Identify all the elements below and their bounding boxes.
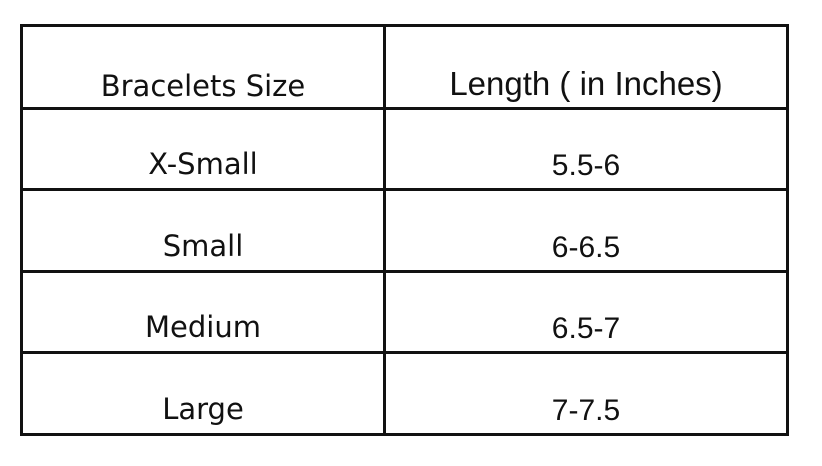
- length-cell: 5.5-6: [551, 149, 621, 182]
- size-cell: X-Small: [148, 147, 258, 181]
- length-cell: 6.5-7: [551, 312, 621, 345]
- size-cell: Medium: [145, 310, 261, 344]
- row-divider: [23, 107, 786, 110]
- size-cell: Small: [162, 229, 244, 263]
- header-size: Bracelets Size: [100, 69, 306, 103]
- length-cell: 6-6.5: [551, 231, 621, 264]
- size-cell: Large: [162, 392, 244, 426]
- row-divider: [23, 270, 786, 273]
- row-divider: [23, 188, 786, 191]
- column-divider: [383, 27, 386, 433]
- bracelet-size-table: Bracelets Size Length ( in Inches) X-Sma…: [20, 24, 789, 436]
- header-length: Length ( in Inches): [449, 65, 723, 102]
- row-divider: [23, 351, 786, 354]
- length-cell: 7-7.5: [551, 394, 621, 427]
